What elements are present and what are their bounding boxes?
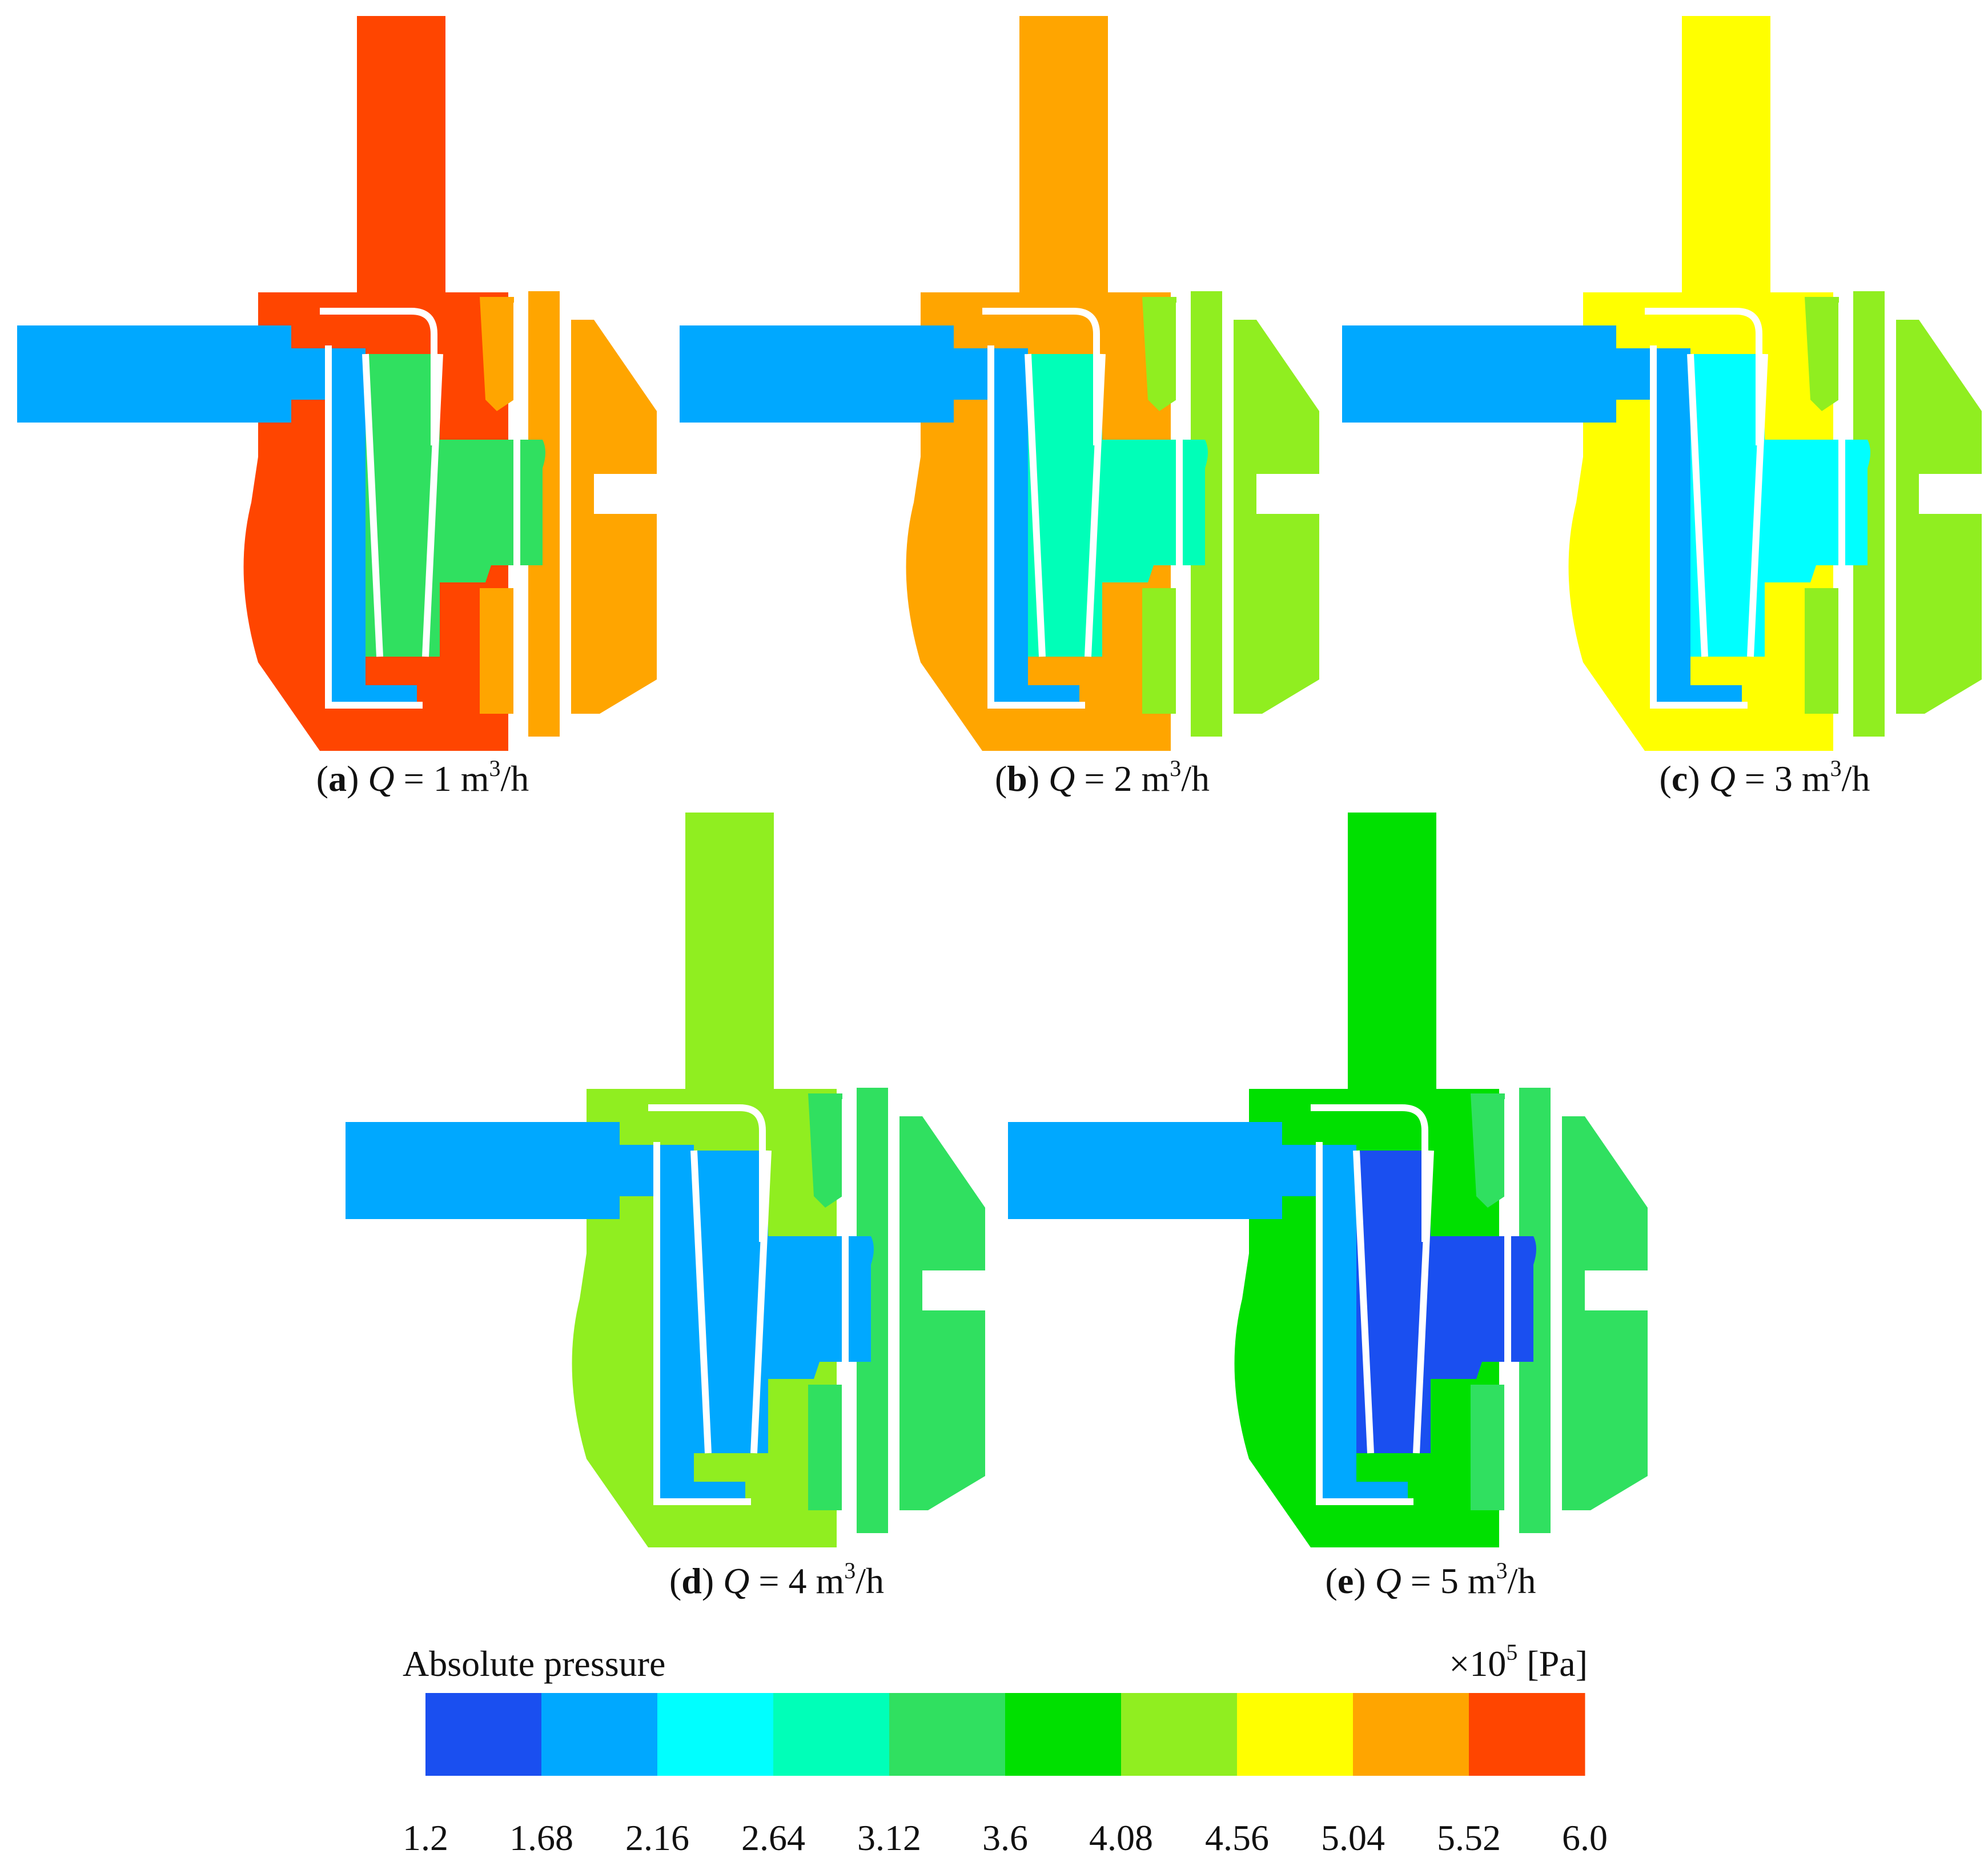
wall-lines: [320, 303, 520, 737]
pressure-zone: [1471, 1093, 1505, 1208]
colorbar-tick-label: 3.6: [982, 1817, 1028, 1858]
pressure-zone: [685, 813, 774, 1109]
panel-d: (d) Q = 4 m3/h: [346, 813, 985, 1601]
wall-lines: [1645, 303, 1845, 737]
colorbar-unit: ×105 [Pa]: [1449, 1639, 1588, 1684]
pressure-zone: [1019, 16, 1108, 313]
pressure-zone: [1431, 1236, 1536, 1379]
suction-channel: [657, 1145, 745, 1499]
panel-caption-e: (e) Q = 5 m3/h: [1326, 1558, 1536, 1601]
pressure-zone: [357, 16, 445, 313]
colorbar-swatch: [773, 1693, 890, 1776]
colorbar-swatch: [1005, 1693, 1122, 1776]
pressure-zone: [1562, 1116, 1648, 1510]
pressure-zone: [694, 1151, 768, 1453]
wall-lines: [1311, 1099, 1511, 1533]
pressure-zone: [899, 1116, 985, 1510]
pressure-zone: [1102, 440, 1208, 582]
pressure-zone: [1356, 1151, 1431, 1453]
panel-e: (e) Q = 5 m3/h: [1008, 813, 1648, 1601]
colorbar-tick-label: 5.52: [1437, 1817, 1501, 1858]
colorbar-swatch: [425, 1693, 542, 1776]
colorbar-swatch: [657, 1693, 774, 1776]
pressure-zone: [1142, 297, 1176, 411]
pressure-zone: [480, 588, 514, 714]
suction-channel: [1653, 348, 1742, 702]
pressure-zone: [1142, 588, 1176, 714]
pressure-zone: [1765, 440, 1870, 582]
pressure-zone: [480, 297, 514, 411]
colorbar-tick-label: 1.68: [509, 1817, 573, 1858]
inlet-pipe: [346, 1122, 662, 1219]
colorbar-tick-label: 6.0: [1562, 1817, 1608, 1858]
colorbar-swatch: [889, 1693, 1006, 1776]
pressure-zone: [1348, 813, 1436, 1109]
pressure-zone: [1682, 16, 1770, 313]
wall-lines: [982, 303, 1183, 737]
wall-lines: [648, 1099, 849, 1533]
pressure-zone: [768, 1236, 874, 1379]
pressure-zone: [366, 354, 440, 657]
pressure-zone: [808, 1385, 842, 1510]
colorbar-swatch: [1121, 1693, 1238, 1776]
pressure-zone: [1805, 297, 1839, 411]
panel-a: (a) Q = 1 m3/h: [17, 16, 657, 799]
panel-caption-a: (a) Q = 1 m3/h: [316, 755, 529, 799]
colorbar-tick-label: 4.08: [1089, 1817, 1153, 1858]
pressure-zone: [1805, 588, 1839, 714]
colorbar-tick-label: 5.04: [1321, 1817, 1385, 1858]
pressure-zone: [1690, 354, 1765, 657]
inlet-pipe: [17, 325, 334, 423]
colorbar: Absolute pressure ×105 [Pa] 1.2 1.68 2.16 2…: [403, 1639, 1608, 1858]
pressure-zone: [1028, 354, 1102, 657]
suction-channel: [1319, 1145, 1408, 1499]
inlet-pipe: [1008, 1122, 1325, 1219]
colorbar-tick-label: 4.56: [1205, 1817, 1269, 1858]
colorbar-swatch: [1237, 1693, 1354, 1776]
pressure-zone: [1234, 320, 1319, 714]
colorbar-tick-label: 1.2: [403, 1817, 448, 1858]
panel-caption-d: (d) Q = 4 m3/h: [669, 1558, 884, 1601]
suction-channel: [991, 348, 1079, 702]
colorbar-tick-label: 2.64: [741, 1817, 805, 1858]
pressure-zone: [1896, 320, 1982, 714]
suction-channel: [328, 348, 417, 702]
inlet-pipe: [680, 325, 997, 423]
panel-caption-c: (c) Q = 3 m3/h: [1660, 755, 1870, 799]
colorbar-tick-label: 3.12: [857, 1817, 921, 1858]
panel-caption-b: (b) Q = 2 m3/h: [995, 755, 1210, 799]
panel-b: (b) Q = 2 m3/h: [680, 16, 1319, 799]
pressure-zone: [440, 440, 545, 582]
inlet-pipe: [1342, 325, 1659, 423]
colorbar-tick-label: 2.16: [625, 1817, 689, 1858]
colorbar-swatch: [1353, 1693, 1469, 1776]
pressure-zone: [808, 1093, 842, 1208]
panel-c: (c) Q = 3 m3/h: [1342, 16, 1982, 799]
colorbar-title: Absolute pressure: [403, 1643, 665, 1684]
pressure-zone: [571, 320, 657, 714]
colorbar-swatch: [541, 1693, 658, 1776]
pressure-zone: [1471, 1385, 1505, 1510]
colorbar-swatch: [1469, 1693, 1585, 1776]
